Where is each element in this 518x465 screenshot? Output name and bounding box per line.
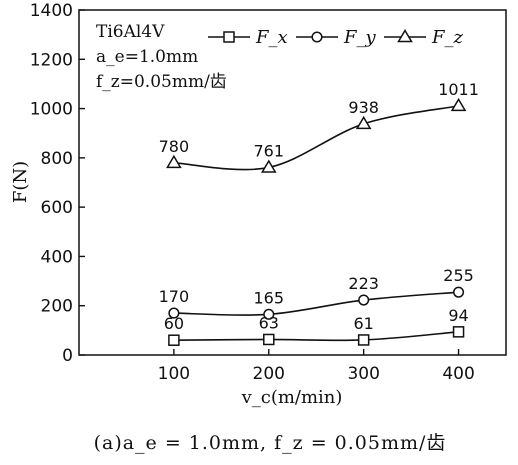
point-F_z-300 xyxy=(355,115,372,130)
plot-frame xyxy=(78,9,507,356)
legend-item-F_x: F_x xyxy=(208,27,288,48)
data-label-F_y: 255 xyxy=(443,266,474,285)
legend-label: F_x xyxy=(255,27,288,48)
curve-F_x xyxy=(173,331,459,342)
data-label-F_y: 165 xyxy=(254,288,285,307)
note-ae: a_e=1.0mm xyxy=(96,47,198,67)
point-F_x-400 xyxy=(452,326,465,338)
x-tick-label: 400 xyxy=(442,364,474,384)
point-F_y-100 xyxy=(168,307,180,319)
legend: F_x F_y F_z xyxy=(208,27,463,48)
note-material: Ti6Al4V xyxy=(96,22,165,42)
data-label-F_z: 938 xyxy=(348,98,379,117)
data-label-F_z: 761 xyxy=(254,141,285,160)
figure-caption: (a)a_e = 1.0mm, f_z = 0.05mm/齿 xyxy=(94,432,447,454)
y-axis: 0 200 400 600 800 1000 1200 1400 xyxy=(30,1,85,366)
y-tick-label: 800 xyxy=(41,149,73,169)
curve-F_y xyxy=(173,291,459,316)
series-markers xyxy=(166,97,467,346)
legend-item-F_y: F_y xyxy=(296,27,376,48)
x-tick-label: 100 xyxy=(158,364,190,384)
data-label-F_y: 223 xyxy=(348,274,379,293)
point-F_x-100 xyxy=(168,334,180,346)
data-labels: 60 63 61 94 170 165 223 255 780 761 938 1011 xyxy=(159,80,479,333)
x-tick-label: 200 xyxy=(253,364,285,384)
y-tick-label: 1200 xyxy=(30,50,73,70)
point-F_z-200 xyxy=(260,159,277,173)
x-axis: 100 200 300 400 xyxy=(158,349,475,384)
point-F_y-400 xyxy=(453,286,465,298)
y-tick-label: 200 xyxy=(41,297,73,317)
point-F_z-100 xyxy=(166,154,182,169)
point-F_x-300 xyxy=(357,334,370,346)
point-F_z-400 xyxy=(450,97,467,112)
y-tick-label: 1400 xyxy=(30,1,73,21)
legend-item-F_z: F_z xyxy=(384,27,463,48)
material-note: Ti6Al4V a_e=1.0mm f_z=0.05mm/齿 xyxy=(96,22,227,92)
y-tick-label: 1000 xyxy=(30,100,73,120)
curve-F_z xyxy=(173,105,459,171)
point-F_y-200 xyxy=(263,308,275,320)
legend-marker xyxy=(223,31,235,43)
series-curves xyxy=(173,105,459,342)
data-label-F_x: 94 xyxy=(448,306,468,325)
x-tick-label: 300 xyxy=(347,364,379,384)
legend-label: F_z xyxy=(431,27,463,48)
y-tick-label: 600 xyxy=(41,198,73,218)
legend-label: F_y xyxy=(343,27,376,48)
data-label-F_z: 1011 xyxy=(438,80,479,99)
point-F_y-300 xyxy=(358,294,370,306)
point-F_x-200 xyxy=(263,333,275,346)
note-fz: f_z=0.05mm/齿 xyxy=(96,72,227,92)
data-label-F_y: 170 xyxy=(159,287,190,306)
data-label-F_x: 61 xyxy=(353,314,373,333)
data-label-F_x: 60 xyxy=(164,314,184,333)
data-label-F_x: 63 xyxy=(259,313,279,332)
y-tick-label: 0 xyxy=(62,346,73,366)
x-axis-label: v_c(m/min) xyxy=(241,387,343,408)
y-axis-label: F(N) xyxy=(10,161,31,203)
legend-marker xyxy=(311,31,323,43)
data-label-F_z: 780 xyxy=(159,137,190,156)
legend-marker xyxy=(397,29,413,43)
y-tick-label: 400 xyxy=(41,247,73,267)
